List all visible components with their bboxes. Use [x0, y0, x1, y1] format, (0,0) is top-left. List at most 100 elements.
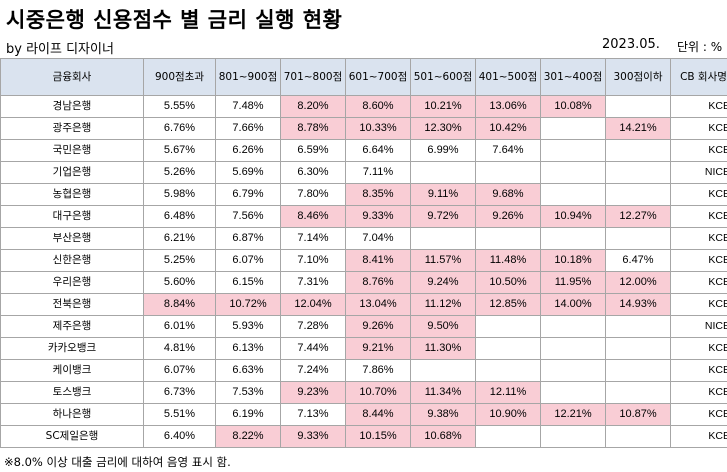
unit-label: 단위 : % — [677, 40, 723, 54]
rate-cell: 13.04% — [345, 293, 411, 316]
rate-cell: 12.27% — [605, 205, 671, 228]
rate-cell: 13.06% — [475, 95, 541, 118]
rate-cell — [605, 161, 671, 184]
column-header: 300점이하 — [605, 58, 671, 96]
bank-name-cell: 대구은행 — [0, 205, 144, 228]
rate-cell: 7.28% — [280, 315, 346, 338]
bank-name-cell: 기업은행 — [0, 161, 144, 184]
rate-cell — [410, 161, 476, 184]
rate-cell: 10.33% — [345, 117, 411, 140]
rate-cell: 6.64% — [345, 139, 411, 162]
bank-name-cell: 제주은행 — [0, 315, 144, 338]
rate-cell: 8.46% — [280, 205, 346, 228]
cb-company-cell: KCB — [670, 359, 727, 382]
rate-cell: 10.15% — [345, 425, 411, 448]
rate-cell: 5.67% — [143, 139, 216, 162]
rate-cell: 5.55% — [143, 95, 216, 118]
rate-cell: 12.11% — [475, 381, 541, 404]
rate-cell: 8.41% — [345, 249, 411, 272]
rate-cell: 11.95% — [540, 271, 606, 294]
bank-name-cell: 전북은행 — [0, 293, 144, 316]
rate-cell — [540, 117, 606, 140]
rate-cell: 9.33% — [280, 425, 346, 448]
column-header: 501~600점 — [410, 58, 476, 96]
table-row: 하나은행 5.51% 6.19% 7.13% 8.44% 9.38% 10.90% 12.21… — [0, 403, 727, 426]
rate-cell — [540, 139, 606, 162]
rate-cell — [540, 337, 606, 360]
rate-cell: 9.50% — [410, 315, 476, 338]
cb-company-cell: KCB — [670, 205, 727, 228]
bank-name-cell: 농협은행 — [0, 183, 144, 206]
column-header: 301~400점 — [540, 58, 606, 96]
rate-cell: 10.87% — [605, 403, 671, 426]
column-header: 900점초과 — [143, 58, 216, 96]
bank-name-cell: 케이뱅크 — [0, 359, 144, 382]
bank-name-cell: 우리은행 — [0, 271, 144, 294]
rate-cell: 7.13% — [280, 403, 346, 426]
table-row: 경남은행 5.55% 7.48% 8.20% 8.60% 10.21% 13.06% 10.0… — [0, 95, 727, 118]
rate-cell: 7.04% — [345, 227, 411, 250]
rate-cell: 5.69% — [215, 161, 281, 184]
rate-cell: 12.00% — [605, 271, 671, 294]
rate-cell: 7.64% — [475, 139, 541, 162]
table-row: 광주은행 6.76% 7.66% 8.78% 10.33% 12.30% 10.42% 14.… — [0, 117, 727, 140]
rate-cell: 6.07% — [215, 249, 281, 272]
rate-cell: 9.26% — [345, 315, 411, 338]
cb-company-cell: NICE — [670, 161, 727, 184]
rate-cell: 9.33% — [345, 205, 411, 228]
bank-name-cell: 토스뱅크 — [0, 381, 144, 404]
bank-name-cell: 국민은행 — [0, 139, 144, 162]
cb-company-cell: KCB — [670, 183, 727, 206]
cb-company-cell: KCB — [670, 271, 727, 294]
rate-cell: 9.26% — [475, 205, 541, 228]
rate-cell — [605, 95, 671, 118]
rate-cell: 12.04% — [280, 293, 346, 316]
rate-cell: 7.24% — [280, 359, 346, 382]
rate-cell: 6.15% — [215, 271, 281, 294]
rate-cell — [475, 315, 541, 338]
rate-cell: 8.84% — [143, 293, 216, 316]
rate-cell: 11.57% — [410, 249, 476, 272]
rate-cell — [475, 161, 541, 184]
table-row: 우리은행 5.60% 6.15% 7.31% 8.76% 9.24% 10.50% 11.95… — [0, 271, 727, 294]
rate-cell: 14.21% — [605, 117, 671, 140]
interest-rate-table: 금융회사 900점초과 801~900점 701~800점 601~700점 501~60… — [0, 58, 727, 448]
rate-cell: 7.80% — [280, 183, 346, 206]
rate-cell: 6.01% — [143, 315, 216, 338]
rate-cell: 10.50% — [475, 271, 541, 294]
rate-cell: 6.30% — [280, 161, 346, 184]
rate-cell: 8.20% — [280, 95, 346, 118]
rate-cell: 7.53% — [215, 381, 281, 404]
rate-cell: 9.23% — [280, 381, 346, 404]
bank-name-cell: 부산은행 — [0, 227, 144, 250]
rate-cell: 7.11% — [345, 161, 411, 184]
rate-cell: 6.99% — [410, 139, 476, 162]
rate-cell — [605, 139, 671, 162]
column-header: 601~700점 — [345, 58, 411, 96]
rate-cell — [605, 425, 671, 448]
cb-company-cell: KCB — [670, 227, 727, 250]
rate-cell: 11.48% — [475, 249, 541, 272]
bank-name-cell: 하나은행 — [0, 403, 144, 426]
cb-company-cell: KCB — [670, 403, 727, 426]
rate-cell: 7.10% — [280, 249, 346, 272]
rate-cell: 9.38% — [410, 403, 476, 426]
rate-cell: 7.44% — [280, 337, 346, 360]
rate-cell: 10.94% — [540, 205, 606, 228]
cb-company-cell: KCB — [670, 293, 727, 316]
rate-cell: 10.90% — [475, 403, 541, 426]
rate-cell — [605, 227, 671, 250]
rate-cell: 6.63% — [215, 359, 281, 382]
rate-cell: 6.21% — [143, 227, 216, 250]
rate-cell — [605, 381, 671, 404]
rate-cell: 8.35% — [345, 183, 411, 206]
rate-cell: 10.42% — [475, 117, 541, 140]
rate-cell — [475, 359, 541, 382]
rate-cell: 9.21% — [345, 337, 411, 360]
